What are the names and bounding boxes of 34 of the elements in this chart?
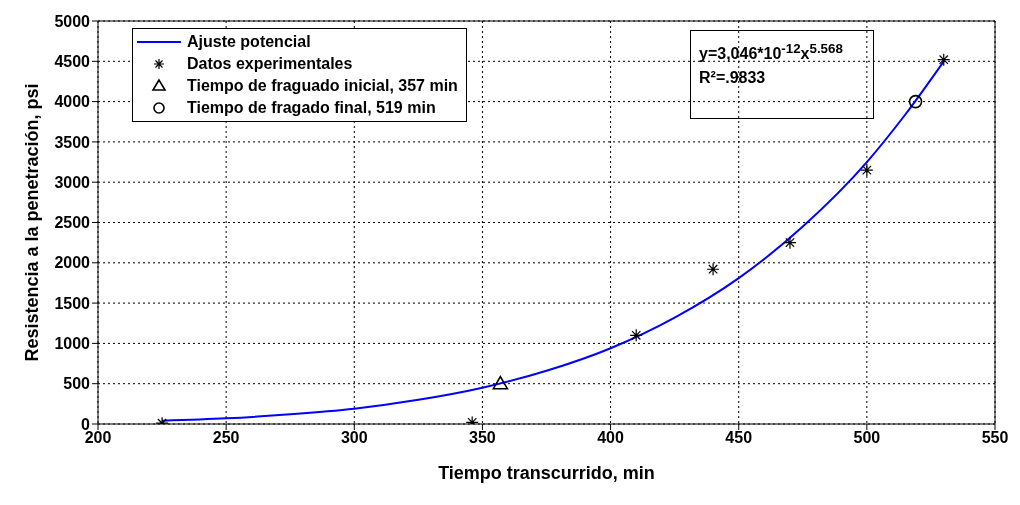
point	[492, 375, 509, 390]
annotation: y=3,046*10$^{-12}$x$^{5.568}$	[699, 40, 844, 65]
y-tick-label: 500	[63, 375, 91, 393]
x-tick-label: 550	[981, 429, 1009, 447]
y-axis-title: Resistencia a la penetración, psi	[22, 83, 43, 362]
annotation: R²=.9833	[699, 68, 767, 89]
point	[783, 236, 797, 250]
y-tick-label: 1000	[54, 335, 91, 353]
y-tick-label: 3500	[54, 133, 91, 151]
y-tick-label: 1500	[54, 294, 91, 312]
x-tick-label: 250	[212, 429, 240, 447]
x-tick-label: 400	[597, 429, 625, 447]
point	[629, 328, 643, 342]
x-tick-label: 200	[84, 429, 112, 447]
legend-label: Tiempo de fraguado inicial, 357 min	[187, 76, 458, 96]
y-tick-label: 2000	[54, 254, 91, 272]
x-axis-title: Tiempo transcurrido, min	[438, 462, 655, 483]
legend-label: Tiempo de fragado final, 519 min	[187, 98, 436, 118]
legend-label: Ajuste potencial	[187, 32, 311, 52]
x-tick-label: 300	[340, 429, 368, 447]
y-tick-label: 4000	[54, 93, 91, 111]
y-tick-label: 2500	[54, 214, 91, 232]
legend-label: Datos experimentales	[187, 54, 353, 74]
y-tick-label: 5000	[54, 12, 91, 30]
x-tick-label: 450	[725, 429, 753, 447]
y-tick-label: 4500	[54, 52, 91, 70]
point	[908, 94, 923, 109]
x-tick-label: 500	[853, 429, 881, 447]
point	[860, 163, 874, 177]
point	[706, 262, 720, 276]
y-tick-label: 3000	[54, 173, 91, 191]
x-tick-label: 350	[469, 429, 496, 447]
point	[937, 53, 951, 67]
text-box: y=3,046*10$^{-12}$x$^{5.568}$ R²=.9833	[690, 30, 874, 120]
